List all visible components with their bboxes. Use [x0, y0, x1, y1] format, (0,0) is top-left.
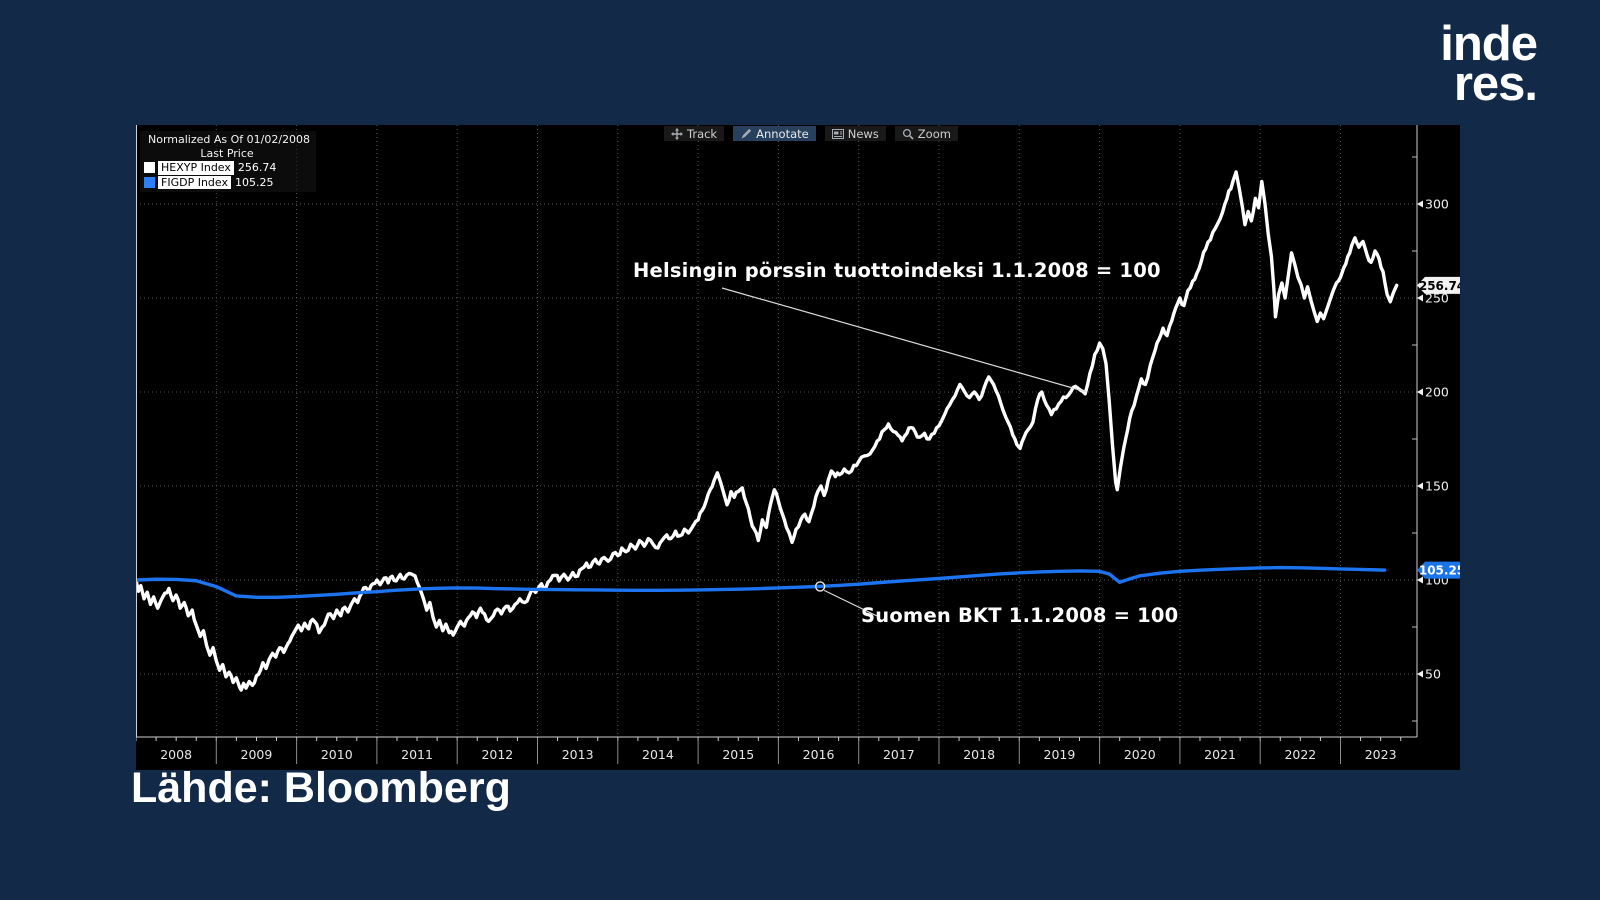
legend-series-name: HEXYP Index	[158, 161, 234, 175]
y-tick-arrow	[1417, 294, 1423, 302]
toolbar-item-label: Zoom	[917, 126, 951, 141]
pencil-icon	[740, 128, 752, 140]
toolbar-item-label: News	[847, 126, 879, 141]
y-tick-arrow	[1417, 200, 1423, 208]
legend-normalized-label: Normalized As Of 01/02/2008	[148, 133, 311, 146]
annotation-leader-gdp	[823, 589, 878, 617]
legend-swatch	[144, 176, 155, 188]
x-axis-year-label: 2023	[1365, 747, 1397, 762]
x-axis-year-label: 2009	[241, 747, 273, 762]
toolbar-item-zoom[interactable]: Zoom	[894, 126, 958, 141]
y-axis-tick-label: 300	[1425, 197, 1449, 212]
legend-row-figdp[interactable]: FIGDP Index 105.25	[144, 175, 310, 189]
y-axis-tick-label: 50	[1425, 667, 1441, 682]
source-label: Lähde: Bloomberg	[131, 764, 511, 812]
y-axis-tick-label: 250	[1425, 291, 1449, 306]
legend-series-name: FIGDP Index	[158, 175, 231, 189]
y-tick-arrow	[1417, 482, 1423, 490]
logo-line2: res.	[1453, 57, 1538, 112]
x-axis-year-label: 2018	[963, 747, 995, 762]
news-icon	[831, 128, 844, 140]
legend-series-value: 105.25	[234, 175, 274, 189]
last-price-badge-text: 105.25	[1419, 564, 1460, 578]
x-axis-year-label: 2020	[1124, 747, 1156, 762]
toolbar-item-news[interactable]: News	[824, 126, 886, 141]
annotation-hexyp[interactable]: Helsingin pörssin tuottoindeksi 1.1.2008…	[633, 259, 1161, 282]
move-icon	[671, 127, 683, 140]
x-axis-year-label: 2008	[160, 747, 192, 762]
x-axis-year-label: 2011	[401, 747, 433, 762]
toolbar-item-label: Track	[687, 126, 718, 141]
x-axis-year-label: 2017	[883, 747, 915, 762]
figdp-line	[136, 565, 1387, 599]
x-axis-year-label: 2022	[1284, 747, 1316, 762]
toolbar-item-label: Annotate	[756, 126, 809, 141]
legend-swatch	[144, 162, 155, 174]
y-tick-arrow	[1417, 576, 1423, 584]
last-price-badge	[1417, 561, 1460, 579]
y-tick-arrow	[1417, 388, 1423, 396]
hexyp-line	[136, 170, 1399, 692]
magnifier-icon	[902, 128, 914, 140]
last-price-badge-text: 256.74	[1419, 279, 1460, 293]
annotation-gdp[interactable]: Suomen BKT 1.1.2008 = 100	[861, 604, 1179, 627]
x-axis-year-label: 2010	[321, 747, 353, 762]
last-price-badge	[1417, 276, 1460, 294]
logo-line1: inde	[1440, 17, 1538, 71]
annotation-marker-circle[interactable]	[814, 581, 826, 592]
plot-canvas[interactable]: 2008 2009 2010 2011 2012 2013 2014 2015 2016 2017…	[136, 125, 1460, 770]
y-axis-tick-label: 200	[1425, 385, 1449, 400]
legend-last-price-label: Last Price	[200, 146, 254, 160]
x-axis-year-label: 2014	[642, 747, 674, 762]
x-axis-year-label: 2021	[1204, 747, 1236, 762]
chart-legend: Normalized As Of 01/02/2008 Last Price H…	[140, 131, 317, 192]
y-tick-arrow	[1417, 670, 1423, 678]
x-axis-year-label: 2013	[562, 747, 594, 762]
legend-series-value: 256.74	[237, 161, 277, 174]
y-axis-tick-label: 150	[1425, 479, 1449, 494]
inderes-logo: inde res.	[1440, 17, 1538, 112]
legend-row-hexyp[interactable]: HEXYP Index 256.74	[144, 161, 310, 175]
annotation-leader-hexyp	[721, 287, 1087, 393]
x-axis-year-label: 2019	[1044, 747, 1076, 762]
toolbar-item-track[interactable]: Track	[664, 126, 725, 141]
x-axis-year-label: 2016	[803, 747, 835, 762]
x-axis-year-label: 2015	[722, 747, 754, 762]
chart-toolbar: Track Annotate News Zoom	[664, 126, 958, 141]
bloomberg-chart[interactable]: 2008 2009 2010 2011 2012 2013 2014 2015 2016 2017…	[136, 125, 1460, 770]
x-axis-year-label: 2012	[481, 747, 513, 762]
toolbar-item-annotate[interactable]: Annotate	[733, 126, 816, 141]
